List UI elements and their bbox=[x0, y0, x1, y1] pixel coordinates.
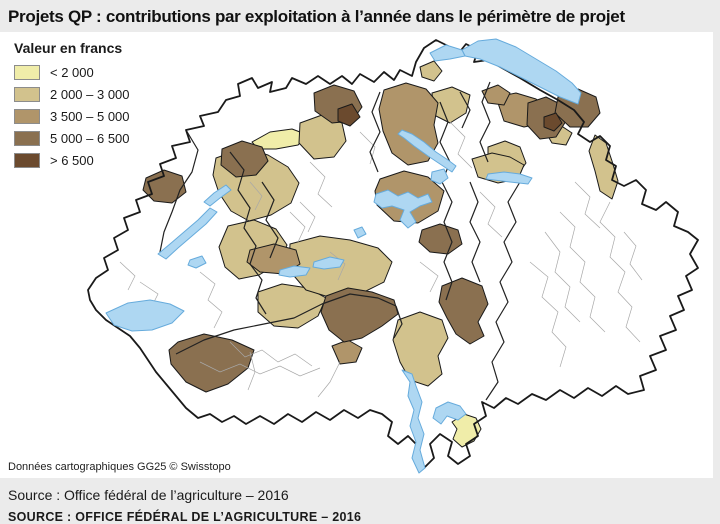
switzerland-choropleth-map bbox=[87, 38, 699, 474]
map-attribution: Données cartographiques GG25 © Swisstopo bbox=[8, 461, 231, 473]
lake-zug bbox=[430, 168, 449, 185]
district-region bbox=[220, 140, 269, 178]
lake-sarnen bbox=[353, 226, 367, 239]
legend-label: < 2 000 bbox=[50, 65, 94, 80]
lake-geneva bbox=[105, 299, 185, 332]
district-region bbox=[337, 103, 361, 127]
legend-swatch bbox=[14, 87, 40, 102]
legend-swatch bbox=[14, 153, 40, 168]
district-region bbox=[168, 333, 255, 393]
lake-constance-untersee bbox=[429, 44, 466, 62]
district-region bbox=[543, 112, 563, 132]
district-region bbox=[320, 287, 399, 343]
legend-label: 3 500 – 5 000 bbox=[50, 109, 130, 124]
district-region bbox=[419, 60, 443, 82]
lake-biel bbox=[203, 184, 232, 207]
map-legend: Valeur en francs < 2 000 2 000 – 3 000 3… bbox=[14, 40, 130, 175]
title-bar: Projets QP : contributions par exploitat… bbox=[0, 0, 720, 32]
district-region bbox=[257, 283, 327, 329]
lake-constance bbox=[461, 38, 582, 105]
country-outline-border bbox=[87, 39, 699, 469]
coloured-districts-layer bbox=[142, 60, 619, 448]
district-region bbox=[418, 223, 463, 255]
district-region bbox=[438, 277, 489, 345]
canton-boundaries-layer bbox=[159, 81, 521, 401]
district-region bbox=[481, 84, 511, 106]
lake-brienz bbox=[312, 256, 345, 270]
district-region bbox=[392, 311, 449, 387]
legend-swatch bbox=[14, 131, 40, 146]
district-boundaries-layer bbox=[119, 121, 643, 398]
lakes-layer bbox=[105, 38, 582, 474]
lake-morat bbox=[187, 255, 207, 269]
lake-zurich bbox=[397, 129, 457, 173]
legend-swatch bbox=[14, 65, 40, 80]
district-region bbox=[142, 169, 187, 204]
legend-title: Valeur en francs bbox=[14, 40, 123, 56]
lake-walensee bbox=[485, 171, 533, 185]
legend-swatch bbox=[14, 109, 40, 124]
legend-item: 2 000 – 3 000 bbox=[14, 87, 130, 102]
legend-item: < 2 000 bbox=[14, 65, 130, 80]
lake-neuchatel bbox=[157, 207, 218, 260]
lake-thun bbox=[278, 265, 311, 278]
legend-label: 2 000 – 3 000 bbox=[50, 87, 130, 102]
district-region bbox=[588, 134, 619, 200]
lake-lugano bbox=[432, 401, 467, 425]
legend-label: 5 000 – 6 500 bbox=[50, 131, 130, 146]
map-panel: Valeur en francs < 2 000 2 000 – 3 000 3… bbox=[0, 32, 713, 478]
legend-item: 5 000 – 6 500 bbox=[14, 131, 130, 146]
legend-label: > 6 500 bbox=[50, 153, 94, 168]
legend-item: > 6 500 bbox=[14, 153, 130, 168]
lake-maggiore bbox=[401, 369, 426, 474]
source-line-secondary: SOURCE : OFFICE FÉDÉRAL DE L’AGRICULTURE… bbox=[8, 510, 362, 524]
page-title: Projets QP : contributions par exploitat… bbox=[8, 7, 625, 26]
lake-lucerne bbox=[373, 189, 433, 229]
legend-item: 3 500 – 5 000 bbox=[14, 109, 130, 124]
source-line: Source : Office fédéral de l’agriculture… bbox=[8, 487, 289, 503]
